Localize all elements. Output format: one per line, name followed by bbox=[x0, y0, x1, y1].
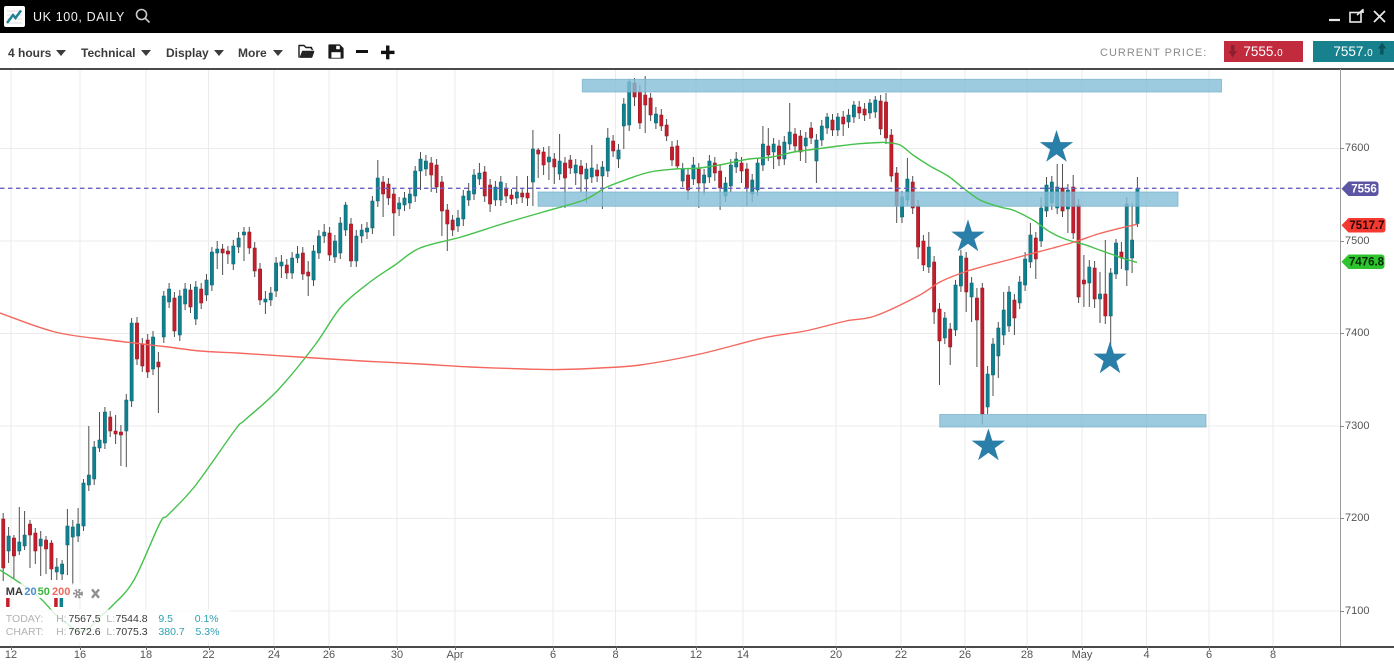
svg-text:7556: 7556 bbox=[1351, 184, 1377, 196]
svg-text:7476.8: 7476.8 bbox=[1348, 257, 1384, 269]
svg-text:7517.7: 7517.7 bbox=[1349, 220, 1384, 232]
